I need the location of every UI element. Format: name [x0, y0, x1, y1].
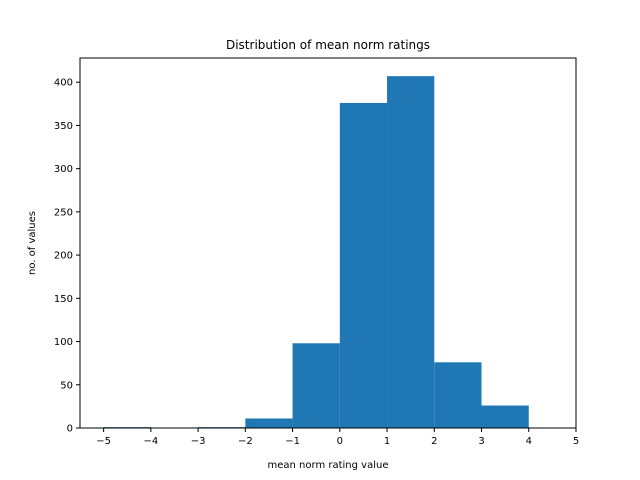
bars-group — [103, 76, 529, 428]
x-tick-label: −2 — [238, 436, 253, 447]
y-tick-label: 250 — [54, 207, 73, 218]
histogram-bar-4 — [292, 343, 340, 428]
y-tick-label: 400 — [54, 78, 73, 89]
x-tick-label: −5 — [96, 436, 111, 447]
y-tick-label: 100 — [54, 337, 73, 348]
x-tick-label: −4 — [143, 436, 158, 447]
x-ticks-group: −5 −4 −3 −2 −1 0 1 2 3 4 5 — [96, 428, 579, 447]
x-axis-label: mean norm rating value — [268, 460, 389, 471]
histogram-bar-5 — [339, 102, 388, 428]
chart-title: Distribution of mean norm ratings — [226, 38, 430, 52]
x-tick-label: 3 — [478, 436, 484, 447]
x-tick-label: 0 — [337, 436, 343, 447]
x-tick-label: 5 — [573, 436, 579, 447]
histogram-bar-6 — [387, 76, 435, 428]
x-tick-label: 1 — [384, 436, 390, 447]
y-tick-label: 150 — [54, 294, 73, 305]
histogram-bar-7 — [434, 362, 482, 428]
histogram-bar-3 — [245, 418, 293, 428]
x-tick-label: −1 — [285, 436, 300, 447]
y-axis-label: no. of values — [27, 211, 38, 275]
y-tick-label: 0 — [67, 424, 73, 435]
y-tick-label: 300 — [54, 164, 73, 175]
x-tick-label: 4 — [526, 436, 532, 447]
histogram-bar-8 — [481, 405, 529, 428]
x-tick-label: −3 — [191, 436, 206, 447]
y-ticks-group: 0 50 100 150 200 250 300 350 400 — [54, 78, 80, 435]
x-tick-label: 2 — [431, 436, 437, 447]
plot-frame — [79, 57, 577, 429]
y-tick-label: 350 — [54, 121, 73, 132]
y-tick-label: 200 — [54, 251, 73, 262]
y-tick-label: 50 — [60, 380, 73, 391]
